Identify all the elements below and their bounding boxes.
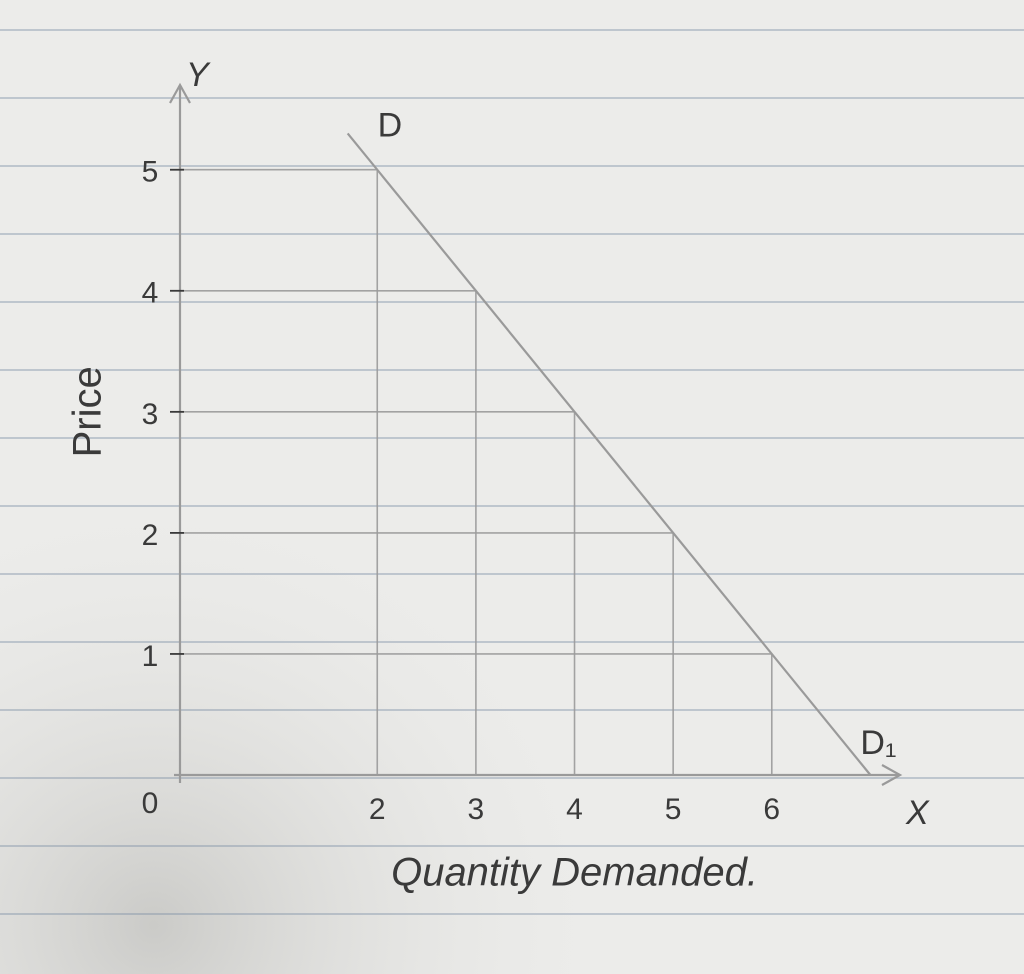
svg-text:4: 4 xyxy=(566,793,583,826)
svg-text:3: 3 xyxy=(468,793,485,826)
svg-text:4: 4 xyxy=(142,277,159,310)
svg-text:2: 2 xyxy=(369,793,386,826)
svg-text:D: D xyxy=(378,106,403,144)
svg-text:Price: Price xyxy=(66,366,110,457)
svg-text:D₁: D₁ xyxy=(860,724,896,762)
svg-text:3: 3 xyxy=(142,398,159,431)
svg-text:5: 5 xyxy=(142,156,159,189)
svg-text:Y: Y xyxy=(186,56,211,94)
svg-text:0: 0 xyxy=(142,787,159,820)
svg-text:6: 6 xyxy=(763,793,780,826)
svg-text:2: 2 xyxy=(142,519,159,552)
svg-text:5: 5 xyxy=(665,793,682,826)
svg-text:X: X xyxy=(905,794,930,832)
svg-text:1: 1 xyxy=(142,640,159,673)
svg-text:Quantity Demanded.: Quantity Demanded. xyxy=(391,851,758,895)
